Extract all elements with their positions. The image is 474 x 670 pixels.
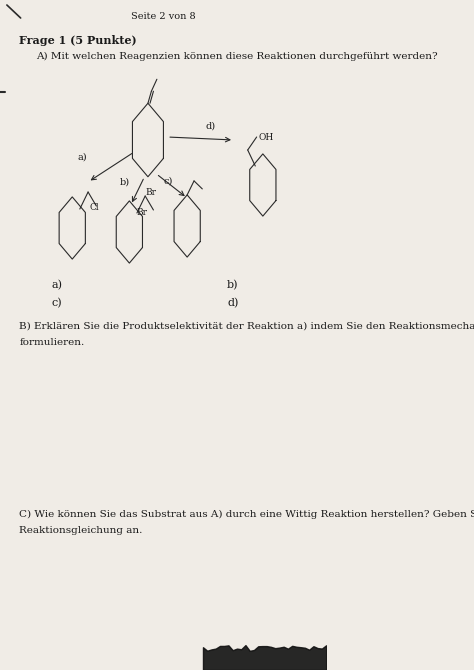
Text: B) Erklären Sie die Produktselektivität der Reaktion a) indem Sie den Reaktionsm: B) Erklären Sie die Produktselektivität … (19, 322, 474, 331)
Text: C) Wie können Sie das Substrat aus A) durch eine Wittig Reaktion herstellen? Geb: C) Wie können Sie das Substrat aus A) du… (19, 510, 474, 519)
Text: a): a) (52, 280, 63, 290)
Text: a): a) (77, 153, 87, 162)
Text: Br: Br (145, 188, 156, 197)
Text: Frage 1 (5 Punkte): Frage 1 (5 Punkte) (19, 35, 137, 46)
Text: Br: Br (137, 208, 148, 217)
Text: d): d) (227, 298, 238, 308)
Text: Reaktionsgleichung an.: Reaktionsgleichung an. (19, 526, 143, 535)
Text: c): c) (164, 177, 173, 186)
Text: b): b) (120, 178, 130, 187)
Text: c): c) (52, 298, 62, 308)
Text: A) Mit welchen Reagenzien können diese Reaktionen durchgeführt werden?: A) Mit welchen Reagenzien können diese R… (36, 52, 438, 61)
Text: b): b) (227, 280, 238, 290)
Text: Cl: Cl (90, 203, 99, 212)
Text: formulieren.: formulieren. (19, 338, 84, 347)
Text: d): d) (205, 122, 215, 131)
Text: OH: OH (258, 133, 273, 142)
Text: Seite 2 von 8: Seite 2 von 8 (131, 12, 195, 21)
